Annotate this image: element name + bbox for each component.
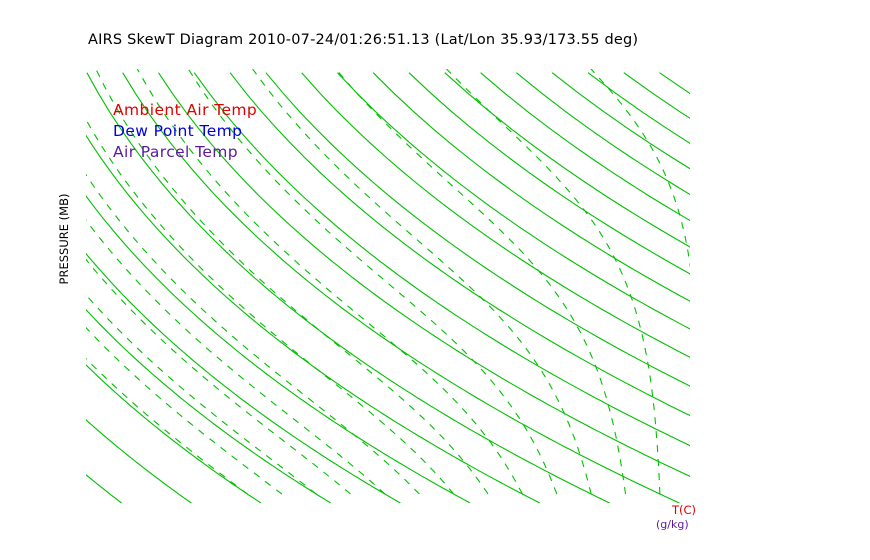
temperature-axis-label: T(C) (672, 503, 697, 517)
mixing-ratio-axis-label: (g/kg) (656, 518, 689, 531)
legend-air-parcel-temp: Air Parcel Temp (113, 143, 238, 161)
legend-ambient-air-temp: Ambient Air Temp (113, 101, 258, 119)
pressure-axis-label: PRESSURE (MB) (57, 193, 71, 285)
page-title: AIRS SkewT Diagram 2010-07-24/01:26:51.1… (88, 32, 639, 48)
legend-dew-point-temp: Dew Point Temp (113, 122, 243, 140)
